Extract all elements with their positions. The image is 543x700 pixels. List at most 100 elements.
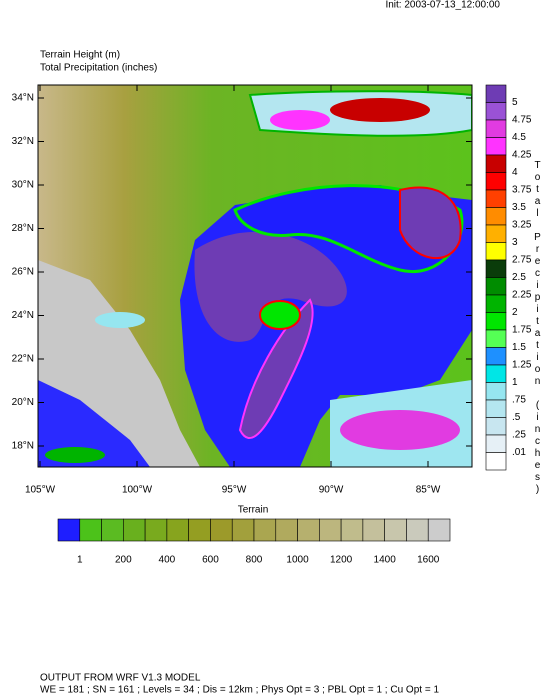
storm (95, 312, 145, 328)
color-box (485, 452, 507, 471)
lon-label: 95°W (222, 485, 247, 496)
lat-label: 24°N (12, 310, 34, 321)
colorbar-label: 600 (202, 555, 219, 566)
colorbar-label: 2.75 (512, 255, 532, 266)
color-box (485, 154, 507, 173)
colorbar-label: 4.25 (512, 150, 532, 161)
colorbar-label: 4.75 (512, 115, 532, 126)
map-frame (37, 84, 473, 468)
colorbar-label: 2 (512, 307, 518, 318)
color-box (485, 294, 507, 313)
colorbar-label: 1000 (286, 555, 309, 566)
colorbar-label: .75 (512, 395, 526, 406)
color-box (231, 518, 255, 542)
lat-label: 26°N (12, 267, 34, 278)
color-box (275, 518, 298, 542)
title-precip: Total Precipitation (inches) (40, 63, 157, 74)
color-box (485, 119, 507, 138)
lat-label: 18°N (12, 441, 34, 452)
colorbar-label: .5 (512, 412, 521, 423)
colorbar-label: 200 (115, 555, 132, 566)
colorbar-label: .25 (512, 430, 526, 441)
color-box (362, 518, 385, 542)
title-terrain: Terrain Height (m) (40, 50, 120, 61)
color-box (485, 207, 507, 226)
colorbar-label: 400 (159, 555, 176, 566)
color-box (427, 518, 451, 542)
terrain-colorbar-title: Terrain (238, 505, 269, 516)
color-box (384, 518, 407, 542)
colorbar-label: 3.75 (512, 185, 532, 196)
map (38, 85, 472, 467)
precip-colorbar-title: Total Precipitation (inches) (532, 160, 543, 496)
colorbar-label: 1.25 (512, 360, 532, 371)
colorbar-label: 1400 (374, 555, 397, 566)
lat-label: 22°N (12, 354, 34, 365)
color-box (485, 364, 507, 383)
storm (194, 231, 347, 342)
colorbar-label: 1200 (330, 555, 353, 566)
color-box (406, 518, 429, 542)
colorbar-label: .01 (512, 447, 526, 458)
colorbar-label: 1.5 (512, 342, 526, 353)
storm (259, 300, 301, 330)
colorbar-label: 3.25 (512, 220, 532, 231)
color-box (123, 518, 146, 542)
color-box (485, 382, 507, 401)
colorbar-label: 5 (512, 97, 518, 108)
color-box (485, 137, 507, 156)
color-box (101, 518, 124, 542)
storm (340, 410, 460, 450)
color-box (57, 518, 81, 542)
color-box (485, 224, 507, 243)
footer-line: WE = 181 ; SN = 161 ; Levels = 34 ; Dis … (40, 685, 439, 696)
storm (270, 110, 330, 130)
lat-label: 28°N (12, 223, 34, 234)
lon-label: 85°W (416, 485, 441, 496)
color-box (485, 329, 507, 348)
color-box (485, 417, 507, 436)
colorbar-label: 4 (512, 167, 518, 178)
colorbar-label: 1600 (417, 555, 440, 566)
color-box (485, 399, 507, 418)
colorbar-label: 800 (246, 555, 263, 566)
color-box (485, 242, 507, 261)
color-box (485, 172, 507, 191)
footer-line: OUTPUT FROM WRF V1.3 MODEL (40, 673, 201, 684)
colorbar-label: 4.5 (512, 132, 526, 143)
color-box (210, 518, 233, 542)
lat-label: 30°N (12, 180, 34, 191)
colorbar-label: 1 (77, 555, 83, 566)
init-time: Init: 2003-07-13_12:00:00 (385, 0, 500, 11)
colorbar-label: 2.5 (512, 272, 526, 283)
color-box (485, 434, 507, 453)
color-box (485, 259, 507, 278)
lon-label: 100°W (122, 485, 153, 496)
lon-label: 90°W (319, 485, 344, 496)
pacific (38, 380, 150, 467)
colorbar-label: 1 (512, 377, 518, 388)
storm (330, 98, 430, 122)
storm (45, 447, 105, 463)
storm (399, 186, 462, 259)
storm (238, 298, 314, 439)
color-box (188, 518, 211, 542)
color-box (166, 518, 189, 542)
color-box (319, 518, 342, 542)
colorbar-label: 3 (512, 237, 518, 248)
terrain-colorbar: 1 200 400 600 800 1000 1200 1400 1600 (57, 518, 451, 566)
lat-label: 20°N (12, 397, 34, 408)
color-box (297, 518, 320, 542)
lat-label: 34°N (12, 93, 34, 104)
color-box (485, 102, 507, 121)
colorbar-label: 3.5 (512, 202, 526, 213)
color-box (485, 189, 507, 208)
axes: 34°N 32°N 30°N 28°N 26°N 24°N 22°N 20°N 18°N 105°… (12, 85, 472, 496)
lon-label: 105°W (25, 485, 56, 496)
colorbar-label: 2.25 (512, 290, 532, 301)
color-box (485, 84, 507, 103)
color-box (79, 518, 102, 542)
color-box (253, 518, 277, 542)
